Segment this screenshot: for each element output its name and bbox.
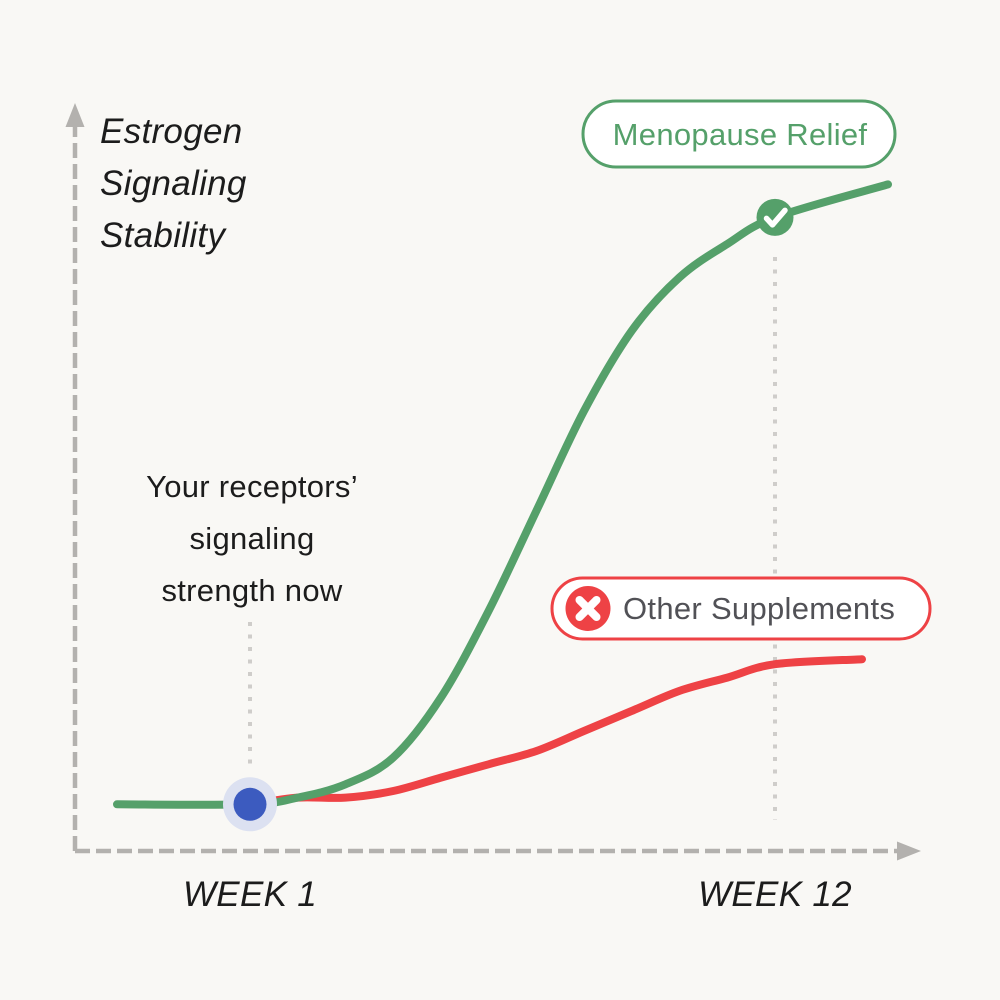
receptor-annotation: Your receptors’ signaling strength now	[146, 469, 358, 608]
menopause-relief-label: Menopause Relief	[613, 117, 868, 152]
current-point-marker	[223, 777, 277, 832]
y-axis-label-line-3: Stability	[100, 216, 227, 255]
menopause-relief-curve	[113, 180, 892, 809]
badge-menopause-relief: Menopause Relief	[581, 99, 897, 169]
check-icon	[763, 207, 788, 228]
y-axis-label-line-2: Signaling	[100, 164, 247, 203]
y-axis-label-line-1: Estrogen	[100, 112, 243, 151]
other-supplements-curve	[246, 655, 866, 809]
current-point-dot	[233, 787, 267, 821]
y-axis	[65, 103, 85, 851]
menopause-relief-pill	[581, 99, 897, 169]
other-supplements-label: Other Supplements	[623, 591, 895, 626]
arrow-up-icon	[65, 103, 85, 127]
badge-other-supplements: Other Supplements	[550, 576, 932, 641]
x-axis	[75, 841, 921, 861]
annotation-line-3: strength now	[161, 573, 342, 608]
y-axis-label: Estrogen Signaling Stability	[100, 112, 247, 255]
checkpoint-marker	[756, 198, 794, 236]
other-supplements-pill	[550, 576, 932, 641]
annotation-line-2: signaling	[189, 521, 314, 556]
x-tick-week-1: WEEK 1	[183, 875, 317, 914]
x-icon-stroke-2	[575, 596, 601, 621]
x-circle-icon	[565, 586, 611, 631]
check-circle	[756, 198, 794, 236]
arrow-right-icon	[897, 841, 921, 861]
x-tick-week-12: WEEK 12	[698, 875, 852, 914]
annotation-line-1: Your receptors’	[146, 469, 358, 504]
